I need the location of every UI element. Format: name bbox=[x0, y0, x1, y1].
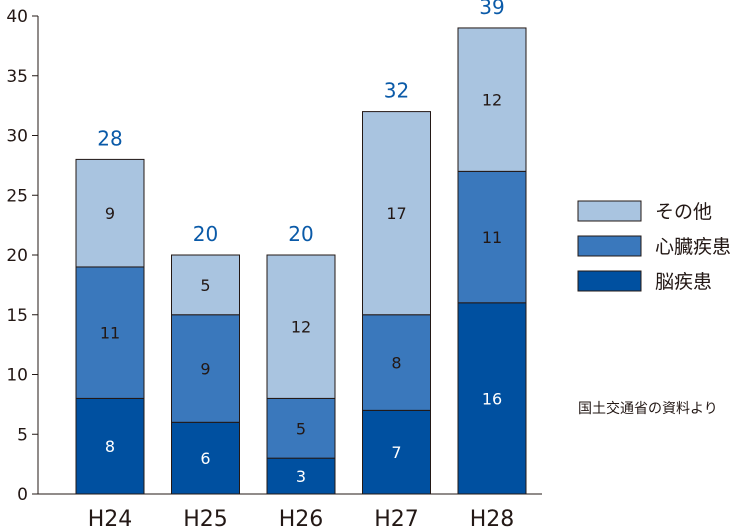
bar-segment bbox=[75, 158, 145, 268]
bar-segment-label: 5 bbox=[296, 419, 306, 438]
bar-segment bbox=[75, 397, 145, 495]
bar-segment bbox=[362, 409, 431, 495]
y-tick-label: 20 bbox=[6, 246, 28, 266]
bar-total-label: 39 bbox=[479, 0, 504, 19]
bar-segment-label: 12 bbox=[482, 91, 502, 110]
bar-segment bbox=[457, 27, 527, 172]
bar-segment bbox=[362, 314, 431, 411]
bar-segment-label: 5 bbox=[200, 276, 210, 295]
legend-swatch bbox=[577, 270, 642, 292]
bar-segment-label: 16 bbox=[482, 389, 502, 408]
y-tick-label: 0 bbox=[17, 485, 28, 505]
bar-segment bbox=[266, 254, 336, 399]
bar-segment bbox=[457, 302, 527, 495]
bar-total-label: 32 bbox=[384, 79, 409, 103]
x-category-label: H26 bbox=[279, 507, 324, 527]
bar-segment-label: 9 bbox=[200, 360, 210, 379]
x-category-label: H25 bbox=[183, 507, 228, 527]
bar-segment-label: 8 bbox=[105, 437, 115, 456]
bar-segment-label: 3 bbox=[296, 467, 306, 486]
bar-segment bbox=[171, 254, 240, 316]
bar-segment bbox=[171, 421, 240, 495]
x-category-label: H24 bbox=[88, 507, 133, 527]
bar-segment-label: 7 bbox=[391, 443, 401, 462]
legend-label: 脳疾患 bbox=[655, 271, 712, 293]
bar-segment bbox=[75, 266, 145, 399]
bar-segment-label: 6 bbox=[200, 449, 210, 468]
bar-segment bbox=[362, 111, 431, 316]
bar-total-label: 20 bbox=[193, 222, 218, 246]
bar-segment-label: 11 bbox=[100, 324, 120, 343]
y-tick-label: 15 bbox=[6, 306, 28, 326]
legend-label: その他 bbox=[655, 201, 712, 223]
y-tick-label: 25 bbox=[6, 186, 28, 206]
y-tick-label: 10 bbox=[6, 366, 28, 386]
bar-segment-label: 8 bbox=[391, 354, 401, 373]
bar-segment bbox=[266, 397, 336, 459]
bar-segment-label: 11 bbox=[482, 228, 502, 247]
y-tick-label: 40 bbox=[6, 7, 28, 27]
x-category-label: H27 bbox=[374, 507, 419, 527]
y-tick-label: 30 bbox=[6, 127, 28, 147]
legend-swatch bbox=[577, 235, 642, 257]
bar-total-label: 28 bbox=[97, 126, 122, 150]
bar-segment-label: 17 bbox=[386, 204, 406, 223]
bar-segment bbox=[266, 457, 336, 495]
legend-label: 心臓疾患 bbox=[655, 236, 731, 258]
bar-segment-label: 9 bbox=[105, 204, 115, 223]
bar-total-label: 20 bbox=[288, 222, 313, 246]
x-category-label: H28 bbox=[470, 507, 515, 527]
bar-segment bbox=[171, 314, 240, 423]
bar-segment-label: 12 bbox=[291, 318, 311, 337]
y-tick-label: 35 bbox=[6, 67, 28, 87]
y-tick-label: 5 bbox=[17, 425, 28, 445]
chart-bars: 8 11 9 28 H24 6 9 5 20 H25 3 5 12 20 H26 7 8 17 32 H27 16 11 1… bbox=[75, 0, 527, 527]
legend-swatch bbox=[577, 200, 642, 222]
source-note: 国土交通省の資料より bbox=[578, 400, 718, 417]
